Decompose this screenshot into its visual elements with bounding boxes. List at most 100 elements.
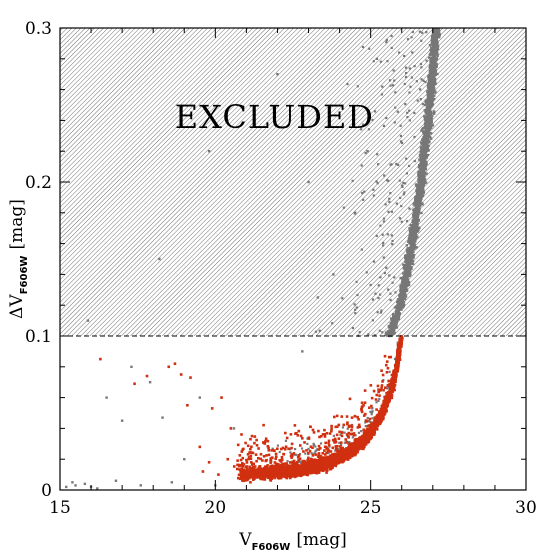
data-point (356, 85, 359, 88)
data-point (316, 296, 320, 299)
data-point (390, 333, 393, 337)
data-point (410, 237, 414, 240)
data-point (413, 201, 416, 205)
data-point (393, 306, 397, 309)
data-point (418, 191, 422, 194)
data-point (433, 53, 436, 56)
data-point (411, 254, 414, 257)
data-point (432, 62, 435, 66)
data-point (409, 231, 412, 234)
data-point (411, 235, 415, 238)
data-point (424, 80, 427, 84)
data-point (389, 298, 392, 302)
data-point (418, 202, 421, 205)
data-point (403, 284, 407, 287)
data-point (436, 47, 440, 51)
data-point (382, 241, 385, 245)
data-point (419, 147, 423, 150)
data-point (412, 232, 415, 235)
data-point (327, 451, 330, 455)
data-point (422, 132, 426, 135)
data-point (139, 484, 142, 487)
data-point (426, 113, 429, 116)
data-point (431, 93, 434, 96)
data-point (346, 82, 349, 86)
data-point (418, 153, 421, 156)
data-point (421, 189, 425, 193)
data-point (414, 202, 418, 205)
data-point (414, 234, 417, 238)
data-point (378, 397, 381, 401)
data-point (367, 333, 370, 336)
data-point (381, 331, 384, 334)
data-point (334, 449, 337, 452)
data-point (372, 60, 375, 63)
data-point (433, 39, 436, 42)
data-point (375, 234, 378, 237)
data-point (398, 307, 401, 310)
data-point (415, 227, 418, 231)
data-point (351, 179, 354, 182)
data-point (409, 256, 412, 259)
data-point (427, 79, 431, 82)
data-point (376, 182, 379, 185)
data-point (432, 54, 436, 58)
data-point (341, 426, 345, 429)
data-point (431, 124, 435, 127)
data-point (423, 163, 427, 166)
data-point (361, 123, 365, 126)
data-point (294, 448, 297, 451)
data-point (423, 148, 426, 152)
data-point (393, 357, 397, 361)
data-point (403, 291, 406, 294)
data-point (400, 141, 404, 145)
data-point (405, 157, 408, 160)
data-point (405, 71, 408, 75)
data-point (413, 211, 416, 215)
data-point (397, 51, 401, 54)
data-point (114, 479, 118, 482)
data-point (399, 124, 402, 127)
data-point (423, 118, 427, 121)
data-point (416, 215, 420, 219)
data-point (360, 248, 363, 251)
data-point (395, 202, 398, 205)
data-point (399, 300, 402, 303)
data-point (425, 133, 428, 137)
data-point (397, 163, 400, 167)
data-point (426, 132, 429, 135)
data-point (395, 311, 398, 314)
data-point (380, 309, 383, 312)
data-point (395, 326, 399, 329)
data-point (431, 99, 435, 102)
data-point (300, 447, 304, 450)
data-point (404, 295, 408, 298)
data-point (427, 99, 431, 103)
data-point (431, 58, 435, 62)
data-point (419, 62, 423, 66)
data-point (418, 206, 421, 209)
data-point (431, 66, 434, 69)
data-point (426, 136, 430, 140)
data-point (423, 173, 426, 177)
data-point (431, 97, 434, 101)
data-point (408, 242, 411, 245)
data-point (391, 331, 394, 334)
data-point (432, 94, 435, 98)
data-point (396, 304, 400, 307)
data-point (430, 39, 434, 42)
data-point (399, 276, 402, 280)
data-point (370, 411, 374, 414)
data-point (428, 118, 432, 121)
data-point (423, 115, 426, 118)
data-point (371, 118, 374, 122)
data-point (419, 180, 423, 184)
data-point (431, 83, 435, 86)
data-point (426, 121, 430, 125)
data-point (414, 236, 418, 240)
data-point (382, 256, 385, 259)
data-point (434, 82, 437, 85)
data-point (380, 93, 384, 96)
data-point (377, 284, 380, 287)
